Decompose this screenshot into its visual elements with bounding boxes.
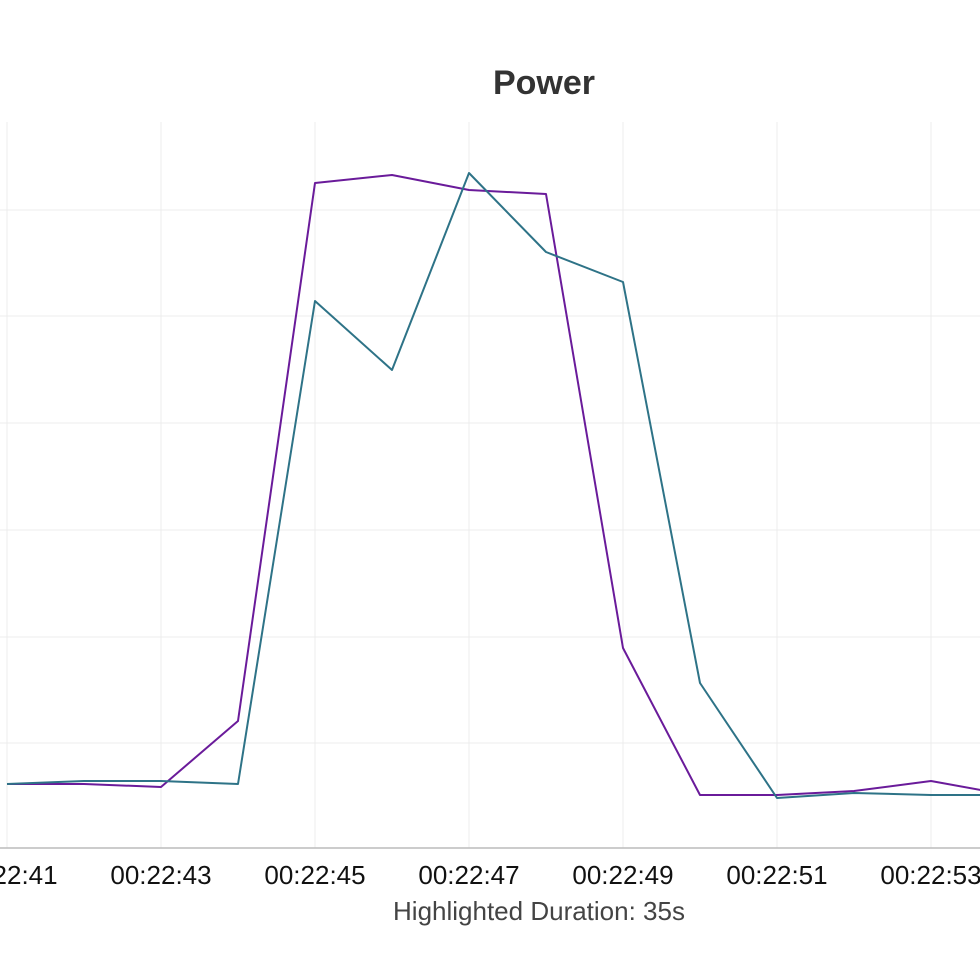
grid-lines bbox=[0, 122, 980, 848]
x-tick-label: 00:22:45 bbox=[264, 860, 365, 890]
series-line-1 bbox=[7, 174, 980, 796]
x-tick-label: 00:22:53 bbox=[880, 860, 980, 890]
x-tick-label: 00:22:43 bbox=[110, 860, 211, 890]
chart-title: Power bbox=[493, 64, 595, 102]
x-tick-label: 00:22:51 bbox=[726, 860, 827, 890]
series-line-2 bbox=[6, 172, 980, 799]
x-tick-label: 00:22:41 bbox=[0, 860, 58, 890]
x-axis-label: Highlighted Duration: 35s bbox=[393, 896, 685, 926]
x-tick-labels: 00:22:41 00:22:43 00:22:45 00:22:47 00:22:49… bbox=[0, 860, 980, 890]
x-tick-label: 00:22:49 bbox=[572, 860, 673, 890]
x-tick-label: 00:22:47 bbox=[418, 860, 519, 890]
series-lines bbox=[6, 172, 980, 799]
